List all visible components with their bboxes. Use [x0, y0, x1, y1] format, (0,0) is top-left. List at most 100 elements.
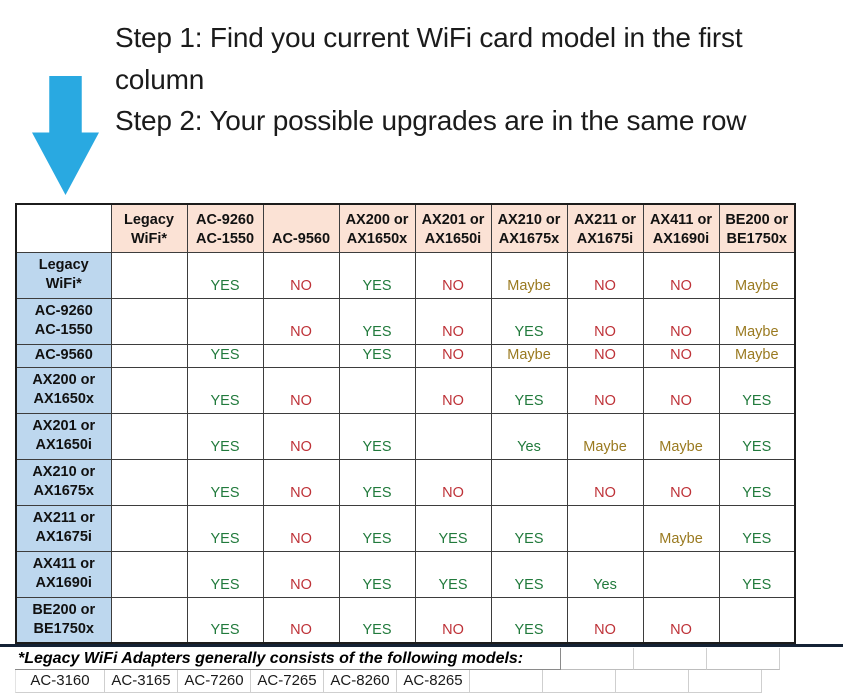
- matrix-cell: YES: [718, 458, 796, 506]
- model-cell: AC-7260: [178, 670, 251, 693]
- matrix-cell: [566, 504, 644, 552]
- matrix-cell: NO: [262, 550, 340, 598]
- row-header: AX210 or AX1675x: [15, 458, 112, 506]
- column-header: AC-9560: [262, 203, 340, 253]
- matrix-cell: Maybe: [642, 504, 720, 552]
- compatibility-table: Legacy WiFi* AC-9260 AC-1550 AC-9560 AX200 or…: [15, 203, 796, 644]
- row-header: Legacy WiFi*: [15, 251, 112, 299]
- matrix-cell: YES: [490, 366, 568, 414]
- table-row: AX210 or AX1675x YES NO YES NO NO NO YES: [15, 458, 796, 506]
- matrix-cell: NO: [262, 458, 340, 506]
- model-cell: AC-8265: [397, 670, 470, 693]
- matrix-cell: YES: [338, 343, 416, 368]
- matrix-cell: NO: [262, 596, 340, 644]
- model-cell: AC-8260: [324, 670, 397, 693]
- matrix-cell: Maybe: [718, 297, 796, 345]
- matrix-cell: [338, 366, 416, 414]
- column-header: AX200 or AX1650x: [338, 203, 416, 253]
- matrix-cell: Maybe: [490, 251, 568, 299]
- matrix-cell: YES: [414, 504, 492, 552]
- model-empty-cell: [616, 670, 689, 693]
- table-row: AX201 or AX1650i YES NO YES Yes Maybe Maybe YES: [15, 412, 796, 460]
- models-row: AC-3160 AC-3165 AC-7260 AC-7265 AC-8260 AC-82…: [15, 670, 794, 693]
- matrix-cell: [110, 412, 188, 460]
- column-header: AX201 or AX1650i: [414, 203, 492, 253]
- model-empty-cell: [470, 670, 543, 693]
- matrix-cell: YES: [718, 366, 796, 414]
- matrix-cell: YES: [338, 251, 416, 299]
- matrix-cell: YES: [186, 504, 264, 552]
- table-row: AX411 or AX1690i YES NO YES YES YES Yes YES: [15, 550, 796, 598]
- matrix-cell: [110, 251, 188, 299]
- matrix-cell: Maybe: [566, 412, 644, 460]
- matrix-cell: YES: [490, 596, 568, 644]
- matrix-cell: YES: [338, 412, 416, 460]
- matrix-cell: NO: [414, 366, 492, 414]
- row-header: AX411 or AX1690i: [15, 550, 112, 598]
- matrix-cell: YES: [490, 550, 568, 598]
- footnote-area: *Legacy WiFi Adapters generally consists…: [15, 648, 794, 693]
- matrix-cell: Maybe: [718, 251, 796, 299]
- matrix-cell: [110, 550, 188, 598]
- row-header: BE200 or BE1750x: [15, 596, 112, 644]
- table-row: AX211 or AX1675i YES NO YES YES YES Maybe YES: [15, 504, 796, 552]
- matrix-cell: NO: [566, 366, 644, 414]
- column-header: Legacy WiFi*: [110, 203, 188, 253]
- header-row: Legacy WiFi* AC-9260 AC-1550 AC-9560 AX200 or…: [15, 203, 796, 253]
- corner-cell: [15, 203, 112, 253]
- instructions-step2: Step 2: Your possible upgrades are in th…: [115, 105, 747, 136]
- footnote-row: *Legacy WiFi Adapters generally consists…: [15, 648, 794, 670]
- instructions-text: Step 1: Find you current WiFi card model…: [115, 17, 777, 142]
- footnote-filler-cell: [561, 648, 634, 670]
- matrix-cell: YES: [338, 504, 416, 552]
- matrix-cell: NO: [262, 366, 340, 414]
- matrix-cell: NO: [566, 343, 644, 368]
- matrix-cell: NO: [642, 297, 720, 345]
- model-empty-cell: [543, 670, 616, 693]
- divider-line: [0, 644, 843, 647]
- matrix-cell: Yes: [490, 412, 568, 460]
- row-header: AC-9260 AC-1550: [15, 297, 112, 345]
- matrix-cell: [110, 596, 188, 644]
- matrix-cell: NO: [642, 251, 720, 299]
- table-row: AC-9560 YES YES NO Maybe NO NO Maybe: [15, 343, 796, 368]
- matrix-cell: YES: [338, 550, 416, 598]
- matrix-cell: YES: [718, 550, 796, 598]
- matrix-cell: Yes: [566, 550, 644, 598]
- down-arrow-icon: [32, 76, 99, 195]
- table-row: AC-9260 AC-1550 NO YES NO YES NO NO Maybe: [15, 297, 796, 345]
- matrix-cell: YES: [186, 343, 264, 368]
- matrix-cell: NO: [262, 297, 340, 345]
- footnote-text: *Legacy WiFi Adapters generally consists…: [15, 648, 561, 670]
- footnote-filler-cell: [707, 648, 780, 670]
- matrix-cell: YES: [718, 504, 796, 552]
- matrix-cell: YES: [186, 366, 264, 414]
- table-row: AX200 or AX1650x YES NO NO YES NO NO YES: [15, 366, 796, 414]
- row-header: AC-9560: [15, 343, 112, 368]
- column-header: AX210 or AX1675x: [490, 203, 568, 253]
- matrix-cell: NO: [642, 458, 720, 506]
- matrix-cell: YES: [490, 504, 568, 552]
- matrix-cell: YES: [186, 458, 264, 506]
- row-header: AX211 or AX1675i: [15, 504, 112, 552]
- matrix-cell: YES: [718, 412, 796, 460]
- table-row: BE200 or BE1750x YES NO YES NO YES NO NO: [15, 596, 796, 644]
- matrix-cell: NO: [566, 297, 644, 345]
- matrix-cell: YES: [338, 458, 416, 506]
- model-cell: AC-3160: [15, 670, 105, 693]
- matrix-cell: [414, 412, 492, 460]
- matrix-cell: NO: [642, 366, 720, 414]
- matrix-cell: YES: [338, 596, 416, 644]
- footnote-filler-cell: [634, 648, 707, 670]
- matrix-cell: [490, 458, 568, 506]
- matrix-cell: NO: [262, 251, 340, 299]
- column-header: AX411 or AX1690i: [642, 203, 720, 253]
- matrix-cell: [110, 458, 188, 506]
- matrix-cell: YES: [186, 596, 264, 644]
- matrix-cell: NO: [566, 596, 644, 644]
- instructions-step1: Step 1: Find you current WiFi card model…: [115, 22, 743, 95]
- matrix-cell: NO: [414, 596, 492, 644]
- matrix-cell: YES: [186, 251, 264, 299]
- matrix-cell: [718, 596, 796, 644]
